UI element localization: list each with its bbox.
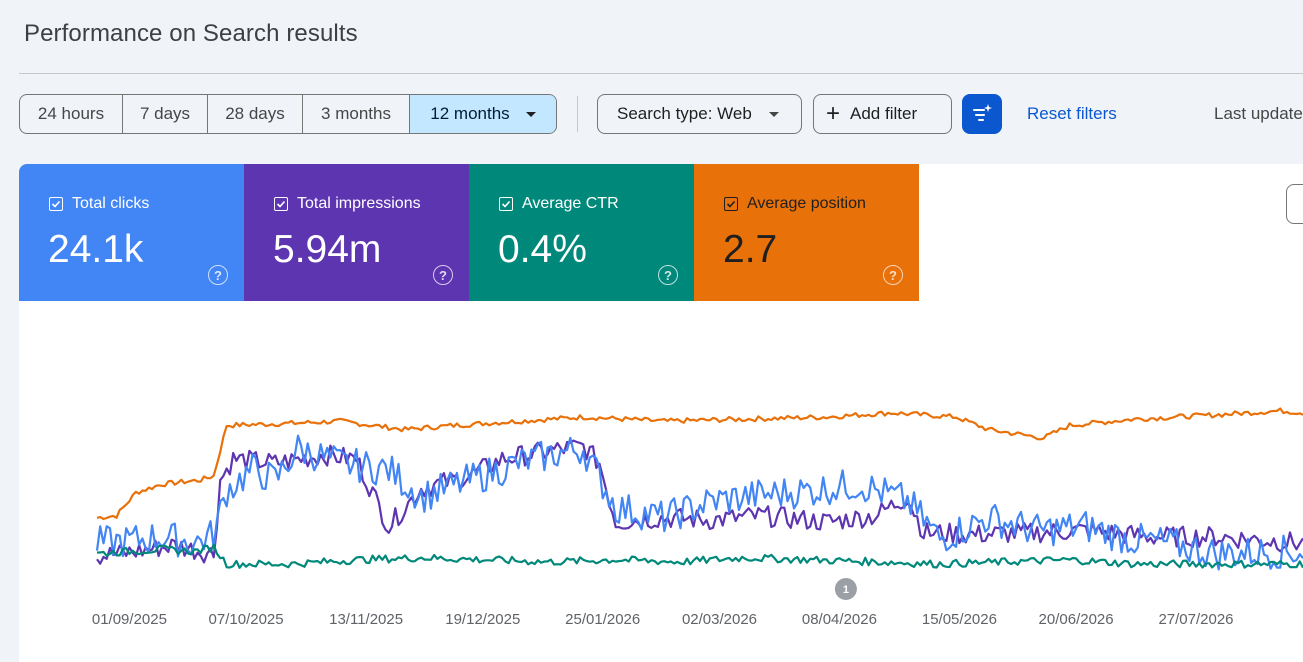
plus-icon: +: [826, 100, 841, 127]
search-type-dropdown[interactable]: Search type: Web: [597, 94, 802, 134]
reset-filters-link[interactable]: Reset filters: [1027, 104, 1117, 123]
metric-value: 5.94m: [273, 228, 382, 271]
x-tick-label: 02/03/2026: [682, 611, 757, 628]
annotation-marker[interactable]: [834, 578, 857, 600]
range-3-months-button[interactable]: 3 months: [303, 95, 410, 133]
filter-sparkle-button[interactable]: [962, 94, 1002, 134]
search-type-label: Search type: Web: [617, 104, 752, 123]
help-icon[interactable]: ?: [433, 265, 453, 285]
x-tick-label: 25/01/2026: [565, 611, 640, 628]
metric-header: Average position: [724, 195, 866, 213]
checkbox-checked-icon[interactable]: [274, 197, 288, 211]
series-line-average-ctr: [97, 543, 1303, 569]
add-filter-label: Add filter: [850, 104, 918, 123]
range-7-days-button[interactable]: 7 days: [123, 95, 208, 133]
x-tick-label: 20/06/2026: [1039, 611, 1114, 628]
range-28-days-button[interactable]: 28 days: [208, 95, 303, 133]
date-range-selector: 24 hours 7 days 28 days 3 months 12 mont…: [19, 94, 557, 134]
range-12-months-button[interactable]: 12 months: [410, 95, 556, 133]
metric-card-total-clicks[interactable]: Total clicks 24.1k ?: [19, 164, 244, 301]
x-tick-label: 13/11/2025: [329, 611, 403, 628]
metric-value: 0.4%: [498, 228, 587, 271]
help-icon[interactable]: ?: [208, 265, 228, 285]
metric-label: Average CTR: [522, 195, 619, 212]
add-filter-button[interactable]: + Add filter: [813, 94, 952, 134]
checkbox-checked-icon[interactable]: [499, 197, 513, 211]
caret-down-icon: [768, 111, 779, 117]
x-axis-ticks: 01/09/2025 07/10/2025 13/11/2025 19/12/2025…: [92, 611, 1234, 628]
series-line-total-impressions: [96, 439, 1303, 565]
help-icon[interactable]: ?: [883, 265, 903, 285]
metric-card-total-impressions[interactable]: Total impressions 5.94m ?: [244, 164, 469, 301]
metric-card-average-ctr[interactable]: Average CTR 0.4% ?: [469, 164, 694, 301]
series-line-average-position: [96, 407, 1303, 521]
metric-label: Total impressions: [297, 195, 421, 212]
metric-label: Average position: [747, 195, 866, 212]
range-12-months-label: 12 months: [430, 104, 510, 123]
x-tick-label: 08/04/2026: [802, 611, 877, 628]
metric-value: 2.7: [723, 228, 778, 271]
metric-label: Total clicks: [72, 195, 150, 212]
x-tick-label: 07/10/2025: [209, 611, 284, 628]
x-tick-label: 19/12/2025: [445, 611, 520, 628]
annotation-layer: 1: [834, 578, 857, 600]
last-updated-text: Last updated: [1214, 104, 1303, 123]
x-tick-label: 15/05/2026: [922, 611, 997, 628]
annotation-label: 1: [843, 584, 849, 596]
metric-header: Total impressions: [274, 195, 421, 213]
performance-chart: 01/09/2025 07/10/2025 13/11/2025 19/12/2025…: [92, 407, 1303, 628]
caret-down-icon: [525, 111, 536, 117]
series-layer: [95, 407, 1303, 571]
x-tick-label: 01/09/2025: [92, 611, 167, 628]
title-divider: [19, 73, 1303, 74]
range-24-hours-button[interactable]: 24 hours: [20, 95, 123, 133]
toolbar-divider: [577, 96, 578, 132]
chart-options-button[interactable]: [1286, 184, 1303, 224]
help-icon[interactable]: ?: [658, 265, 678, 285]
x-tick-label: 27/07/2026: [1158, 611, 1233, 628]
filter-sparkle-icon: [973, 104, 992, 121]
metric-header: Total clicks: [49, 195, 149, 213]
page-title: Performance on Search results: [24, 20, 358, 47]
checkbox-checked-icon[interactable]: [724, 197, 738, 211]
series-line-total-clicks: [95, 434, 1303, 571]
metric-card-average-position[interactable]: Average position 2.7 ?: [694, 164, 919, 301]
metric-value: 24.1k: [48, 228, 144, 271]
checkbox-checked-icon[interactable]: [49, 197, 63, 211]
metric-header: Average CTR: [499, 195, 619, 213]
